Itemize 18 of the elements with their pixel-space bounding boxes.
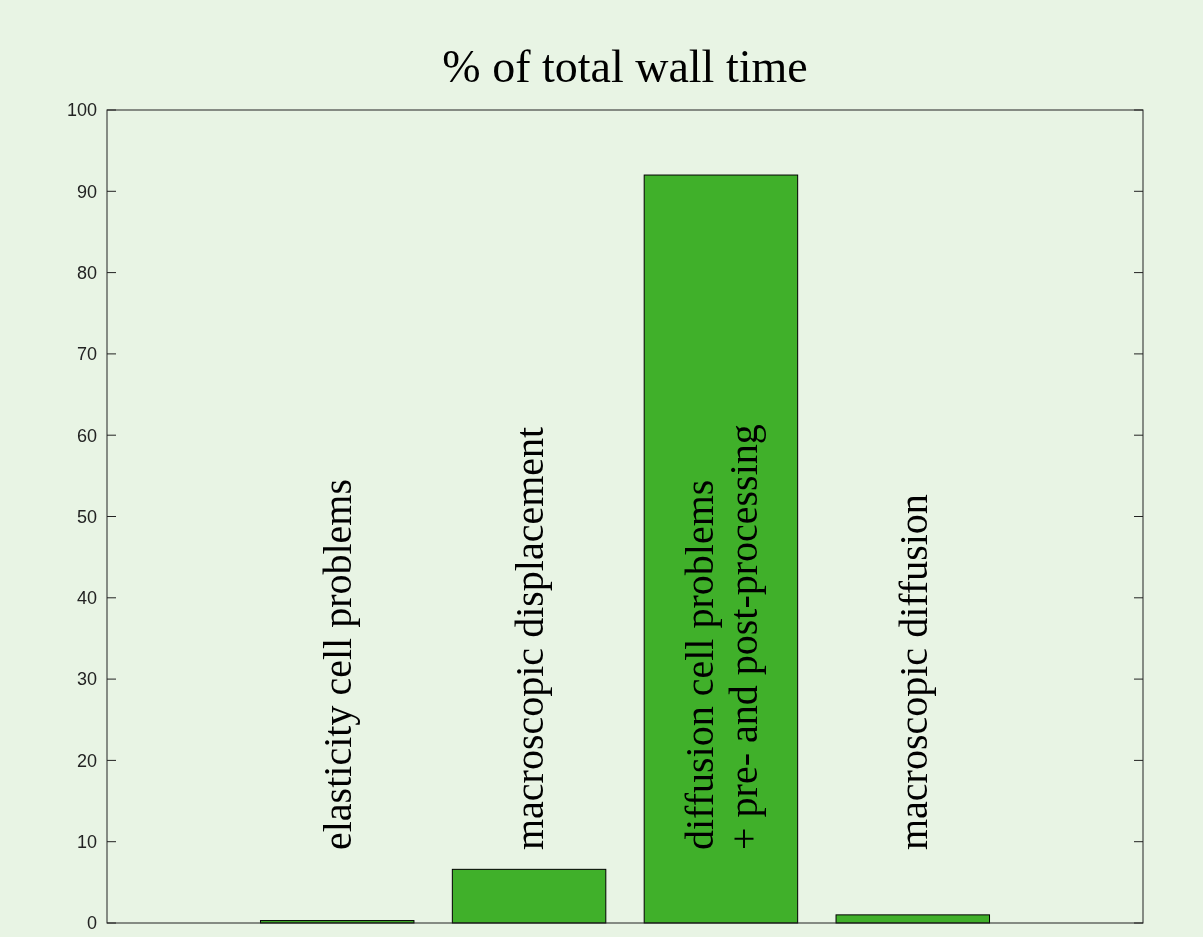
- x-tick-label: macroscopic displacement: [507, 426, 553, 850]
- x-tick-label: macroscopic diffusion: [890, 494, 936, 850]
- chart-title: % of total wall time: [442, 41, 808, 92]
- bar: [451, 868, 607, 924]
- y-tick-label: 100: [66, 100, 97, 121]
- y-tick-label: 40: [76, 588, 97, 609]
- x-tick-label: elasticity cell problems: [315, 479, 361, 850]
- bar: [643, 174, 799, 924]
- y-tick-label: 50: [76, 506, 97, 527]
- y-tick-label: 0: [86, 913, 97, 934]
- y-tick-label: 20: [76, 750, 97, 771]
- y-tick-label: 70: [76, 344, 97, 365]
- y-tick-label: 60: [76, 425, 97, 446]
- y-tick-label: 80: [76, 262, 97, 283]
- y-tick-label: 30: [76, 669, 97, 690]
- y-tick-label: 10: [76, 832, 97, 852]
- x-tick-label: diffusion cell problems + pre- and post-processing: [676, 424, 766, 850]
- y-tick-label: 90: [76, 181, 97, 202]
